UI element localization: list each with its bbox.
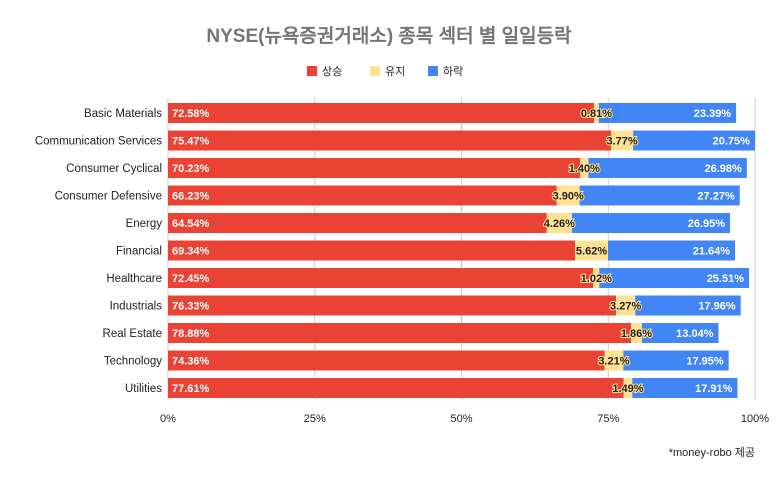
data-label: 3.90% [553, 191, 584, 203]
data-label: 20.75% [713, 136, 751, 148]
bar-down [633, 130, 755, 151]
data-label: 26.95% [688, 218, 726, 230]
data-label: 17.95% [686, 356, 724, 368]
bar-up [168, 378, 624, 398]
bar-up [168, 268, 594, 288]
data-label: 1.40% [569, 163, 600, 175]
x-tick-label: 25% [304, 413, 326, 425]
data-label: 75.47% [172, 136, 210, 148]
data-label: 5.62% [576, 246, 607, 258]
bar-up [168, 213, 547, 233]
credit-note: *money-robo 제공 [669, 446, 755, 459]
bar-flat [631, 323, 642, 343]
data-label: 66.23% [172, 191, 210, 203]
bar-flat [623, 378, 633, 398]
bar-flat [546, 213, 572, 233]
bar-up [168, 323, 632, 343]
bar-down [623, 350, 729, 371]
category-label: Healthcare [106, 273, 162, 285]
x-tick-label: 100% [741, 413, 769, 425]
data-label: 3.21% [598, 356, 629, 368]
bar-down [608, 240, 736, 261]
category-label: Utilities [125, 383, 162, 395]
bar-up [168, 240, 576, 261]
data-label: 3.77% [606, 136, 637, 148]
bar-down [598, 103, 737, 123]
bar-flat [580, 158, 589, 178]
bar-flat [575, 240, 609, 261]
category-label: Communication Services [35, 136, 162, 148]
category-label: Basic Materials [84, 108, 162, 120]
data-label: 17.91% [695, 383, 733, 395]
bar-up [168, 295, 617, 316]
legend-swatch [428, 66, 438, 76]
data-label: 64.54% [172, 218, 210, 230]
bar-flat [594, 103, 599, 123]
legend-swatch [370, 66, 380, 76]
data-label: 77.61% [172, 383, 210, 395]
data-label: 70.23% [172, 163, 210, 175]
data-label: 13.04% [676, 328, 714, 340]
bar-flat [556, 185, 580, 206]
data-label: 0.81% [581, 108, 612, 120]
legend-swatch [307, 66, 317, 76]
x-tick-label: 75% [597, 413, 619, 425]
data-label: 4.26% [544, 218, 575, 230]
bar-up [168, 103, 595, 123]
legend-label: 하락 [443, 64, 463, 78]
data-label: 76.33% [172, 301, 210, 313]
bar-down [635, 295, 741, 316]
x-tick-label: 0% [160, 413, 176, 425]
category-label: Financial [116, 246, 162, 258]
data-label: 3.27% [610, 301, 641, 313]
bar-down [579, 185, 740, 206]
bar-up [168, 185, 557, 206]
bar-up [168, 130, 612, 151]
data-label: 78.88% [172, 328, 210, 340]
bar-flat [616, 295, 636, 316]
bar-flat [611, 130, 634, 151]
bar-flat [593, 268, 600, 288]
bar-down [632, 378, 738, 398]
data-label: 74.36% [172, 356, 210, 368]
data-label: 1.49% [612, 383, 643, 395]
x-tick-label: 50% [450, 413, 472, 425]
chart-title: NYSE(뉴욕증권거래소) 종목 섹터 별 일일등락 [206, 25, 572, 47]
data-label: 1.02% [581, 273, 612, 285]
data-label: 26.98% [705, 163, 743, 175]
category-label: Industrials [110, 301, 163, 313]
bar-down [641, 323, 719, 343]
data-label: 72.58% [172, 108, 210, 120]
data-label: 69.34% [172, 246, 210, 258]
data-label: 25.51% [707, 273, 745, 285]
category-label: Consumer Defensive [55, 191, 162, 203]
data-label: 72.45% [172, 273, 210, 285]
bar-down [588, 158, 747, 178]
data-label: 23.39% [694, 108, 732, 120]
category-label: Energy [126, 218, 163, 230]
data-label: 21.64% [693, 246, 731, 258]
bar-down [599, 268, 750, 288]
category-label: Technology [104, 356, 162, 368]
category-label: Consumer Cyclical [66, 163, 162, 175]
bar-down [571, 213, 731, 233]
bar-up [168, 158, 581, 178]
data-label: 17.96% [698, 301, 736, 313]
data-label: 27.27% [697, 191, 735, 203]
data-label: 1.86% [621, 328, 652, 340]
bar-up [168, 350, 605, 371]
legend-label: 상승 [322, 65, 342, 78]
category-label: Real Estate [103, 328, 162, 340]
legend-label: 유지 [385, 65, 405, 78]
bar-flat [604, 350, 624, 371]
